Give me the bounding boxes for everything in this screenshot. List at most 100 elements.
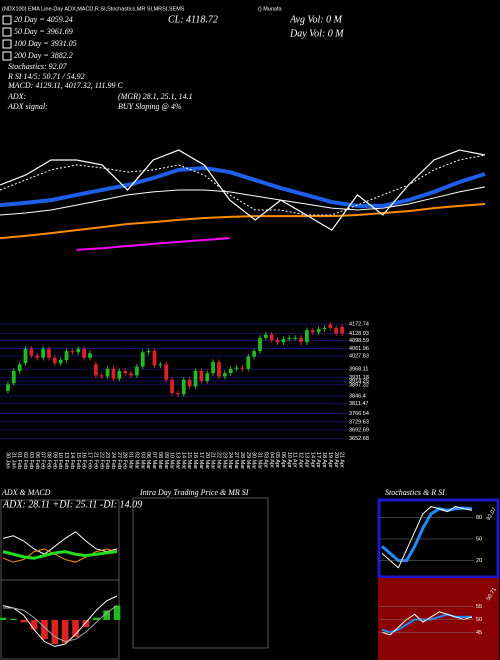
candle-body (269, 334, 274, 341)
x-tick-label: 22 Feb (98, 452, 104, 469)
x-tick-label: 27 Feb (116, 452, 122, 469)
series-line (0, 149, 486, 231)
x-tick-label: 21 Feb (92, 452, 98, 469)
histogram-bar (61, 620, 69, 643)
candle-body (64, 351, 69, 360)
avg-volume: Avg Vol: 0 M (289, 14, 343, 25)
x-tick-label: 13 Apr (303, 452, 309, 468)
x-tick-label: 22 Mar (216, 452, 222, 469)
series-line (76, 237, 230, 251)
x-tick-label: 28 Mar (239, 452, 245, 469)
close-price: CL: 4118.72 (168, 14, 218, 25)
candle-body (240, 367, 245, 369)
x-tick-label: 21 Mar (210, 452, 216, 469)
series-line (0, 165, 486, 208)
x-tick-label: 14 Feb (69, 452, 75, 469)
candle-body (340, 326, 344, 334)
y-tick-label: 3914.25 (349, 379, 369, 385)
y-tick-label: 3766.54 (349, 411, 369, 417)
x-tick-label: 08 Feb (46, 452, 52, 469)
x-tick-label: 09 Feb (51, 452, 57, 469)
x-tick-label: 17 Feb (87, 452, 93, 469)
adx-values: (MGR) 28.1, 25.1, 14.1 (118, 92, 193, 101)
candle-body (258, 337, 262, 352)
x-tick-label: 06 Feb (34, 452, 40, 469)
x-tick-label: 23 Mar (221, 452, 227, 469)
candle-body (275, 340, 280, 343)
histogram-bar (103, 610, 110, 620)
rsi-text: R SI 14/5: 50.71 / 54.92 (7, 72, 85, 81)
y-tick-label: 45 (476, 630, 482, 636)
x-tick-label: 30 Jan (4, 452, 10, 469)
candle-body (217, 362, 221, 377)
adx-label: ADX: (7, 92, 27, 101)
x-tick-label: 04 Apr (268, 452, 274, 468)
candle-body (252, 351, 257, 357)
x-tick-label: 17 Mar (198, 452, 204, 469)
x-tick-label: 19 Apr (327, 452, 333, 468)
x-tick-label: 21 Apr (339, 452, 345, 468)
y-tick-label: 4027.83 (349, 353, 369, 359)
panel-title: ADX & MACD (1, 488, 51, 497)
histogram-bar (41, 620, 48, 640)
candle-body (123, 370, 128, 374)
candle-body (6, 384, 10, 391)
candle-body (316, 329, 321, 333)
candle-body (305, 330, 309, 343)
x-tick-label: 03 Apr (262, 452, 268, 468)
candle-body (158, 364, 163, 366)
y-tick-label: 50 (476, 617, 482, 623)
candle-body (170, 379, 174, 394)
candle-body (199, 370, 204, 381)
y-tick-label: 3652.68 (349, 436, 369, 442)
x-tick-label: 14 Mar (180, 452, 186, 469)
series-line (381, 506, 473, 563)
series-line (381, 506, 473, 569)
series-line (2, 550, 118, 560)
adx-signal-label: ADX signal: (7, 102, 48, 111)
ema-20: 20 Day = 4059.24 (14, 15, 73, 24)
x-tick-label: 09 Mar (163, 452, 169, 469)
x-tick-label: 13 Mar (174, 452, 180, 469)
x-tick-label: 07 Feb (40, 452, 46, 469)
candle-body (287, 337, 292, 339)
site-name: () Munafa (258, 6, 282, 12)
candle-body (176, 393, 180, 395)
x-tick-label: 31 Jan (10, 452, 16, 469)
candle-body (99, 375, 104, 377)
candle-body (164, 364, 169, 380)
x-tick-label: 02 Feb (22, 452, 28, 469)
y-tick-label: 3846.4 (349, 393, 366, 399)
legend-swatch (2, 27, 12, 37)
x-tick-label: 28 Feb (122, 452, 128, 469)
histogram-bar (72, 620, 79, 637)
x-tick-label: 27 Mar (233, 452, 239, 469)
candle-body (181, 379, 186, 395)
ema-50: 50 Day = 3961.69 (14, 27, 73, 36)
day-volume: Day Vol: 0 M (289, 28, 344, 39)
candle-body (11, 370, 16, 384)
candle-body (281, 338, 286, 343)
candle-body (41, 348, 45, 358)
panel-frame (377, 498, 500, 579)
candle-body (193, 370, 198, 387)
histogram-bar (0, 617, 7, 620)
candle-body (299, 337, 303, 343)
candle-body (328, 324, 333, 328)
series-line (0, 154, 486, 216)
candle-body (129, 373, 133, 376)
x-tick-label: 10 Feb (57, 452, 63, 469)
panel-title: Stochastics & R SI (385, 488, 445, 497)
candle-body (76, 348, 81, 353)
series-line (0, 202, 486, 240)
x-tick-label: 20 Apr (333, 452, 339, 468)
series-line (2, 548, 118, 563)
y-tick-label: 50 (476, 536, 482, 542)
series-line (3, 605, 118, 643)
adx-signal: BUY Sloping @ 4% (118, 102, 182, 111)
candle-body (35, 355, 40, 358)
panel-title: Intra Day Trading Price & MR SI (139, 488, 249, 497)
histogram-bar (92, 617, 100, 620)
y-tick-label: 4172.74 (349, 321, 369, 327)
page-title: (NDX100) EMA Line-Day ADX,MACD,R SI,Stoc… (2, 6, 185, 12)
